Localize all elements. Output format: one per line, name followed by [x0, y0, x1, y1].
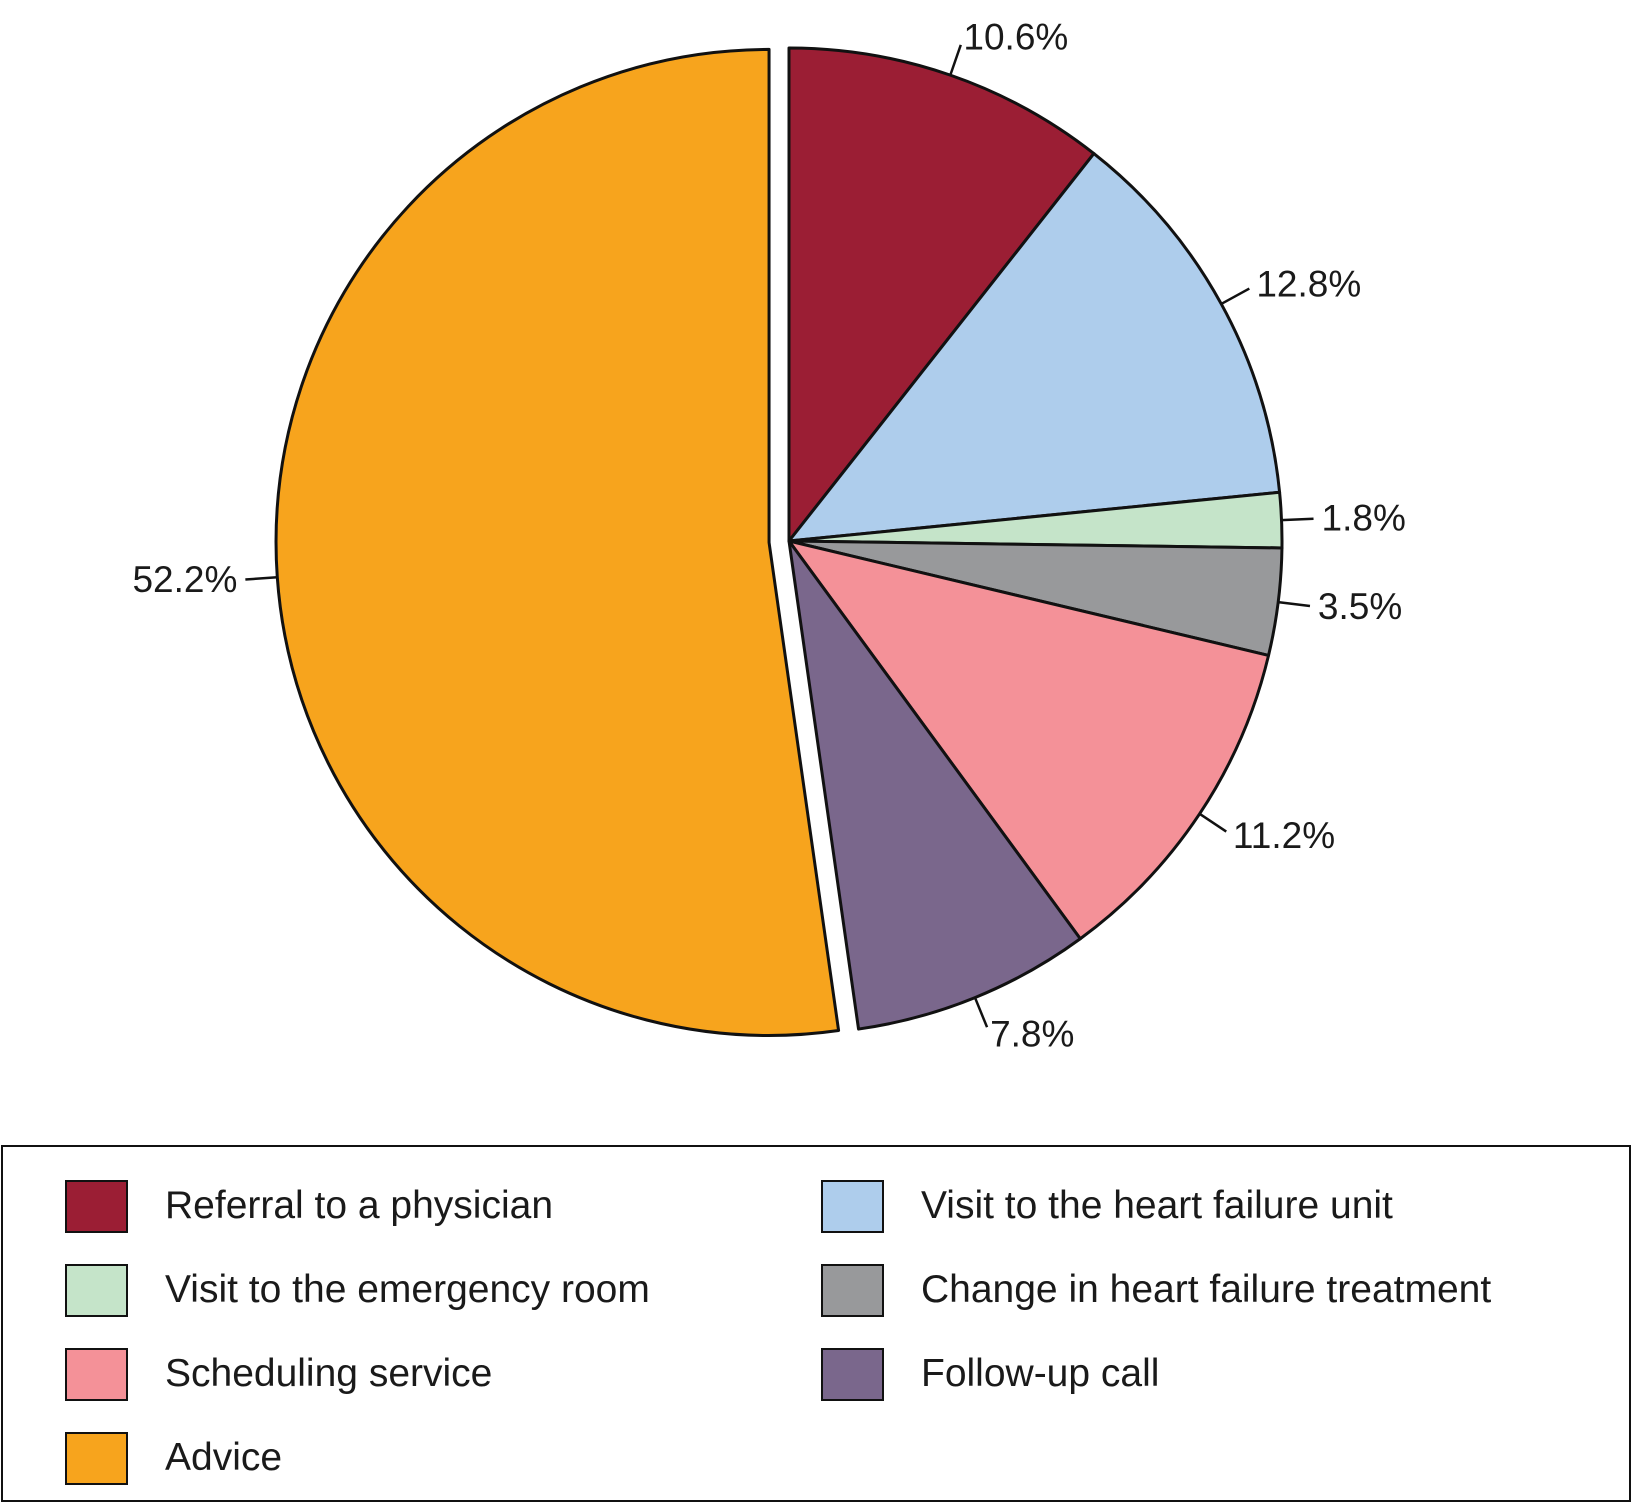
pie-chart: 10.6% 12.8% 1.8% 3.5% 11.2% 7.8% 52.2% [132, 16, 1405, 1054]
pie-slice-advice [274, 47, 841, 1037]
data-labels: 10.6% 12.8% 1.8% 3.5% 11.2% 7.8% 52.2% [132, 16, 1405, 1054]
legend-item-scheduling-service: Scheduling service [65, 1345, 492, 1403]
data-label-follow-up-call: 7.8% [990, 1014, 1074, 1055]
data-label-scheduling-service: 11.2% [1233, 815, 1335, 856]
legend-label-follow-up-call: Follow-up call [921, 1352, 1160, 1395]
pie-slice-referral-to-a-physician [787, 46, 1096, 543]
pie-slices [274, 46, 1284, 1037]
legend-item-change-in-heart-failure-treatment: Change in heart failure treatment [821, 1261, 1491, 1319]
legend-swatch-scheduling-service [65, 1347, 128, 1401]
data-label-visit-to-the-emergency-room: 1.8% [1322, 497, 1406, 538]
legend-item-visit-to-the-heart-failure-unit: Visit to the heart failure unit [821, 1177, 1393, 1235]
data-label-visit-to-the-heart-failure-unit: 12.8% [1256, 264, 1361, 305]
legend-swatch-advice [65, 1431, 128, 1485]
leader-line-scheduling-service [1198, 812, 1227, 833]
legend-item-advice: Advice [65, 1429, 282, 1487]
data-label-advice: 52.2% [132, 559, 237, 600]
legend: Referral to a physician Visit to the emer… [1, 1145, 1631, 1502]
legend-swatch-follow-up-call [821, 1347, 884, 1401]
legend-swatch-visit-to-the-emergency-room [65, 1263, 128, 1317]
leader-line-follow-up-call [973, 997, 989, 1028]
legend-swatch-change-in-heart-failure-treatment [821, 1263, 884, 1317]
leader-lines [245, 44, 1314, 1028]
leader-line-advice [245, 576, 278, 581]
legend-swatch-referral-to-a-physician [65, 1179, 128, 1233]
leader-line-visit-to-the-emergency-room [1281, 517, 1314, 522]
pie-slice-follow-up-call [787, 539, 1082, 1031]
legend-label-visit-to-the-heart-failure-unit: Visit to the heart failure unit [921, 1184, 1393, 1227]
data-label-referral-to-a-physician: 10.6% [963, 16, 1068, 57]
leader-line-change-in-heart-failure-treatment [1278, 600, 1311, 608]
legend-label-change-in-heart-failure-treatment: Change in heart failure treatment [921, 1268, 1492, 1311]
pie-slice-scheduling-service [787, 539, 1271, 941]
legend-label-visit-to-the-emergency-room: Visit to the emergency room [165, 1268, 650, 1311]
legend-item-follow-up-call: Follow-up call [821, 1345, 1159, 1403]
data-label-change-in-heart-failure-treatment: 3.5% [1318, 586, 1402, 627]
legend-swatch-visit-to-the-heart-failure-unit [821, 1179, 884, 1233]
legend-label-scheduling-service: Scheduling service [165, 1352, 493, 1395]
legend-item-referral-to-a-physician: Referral to a physician [65, 1177, 553, 1235]
legend-label-advice: Advice [165, 1436, 283, 1479]
legend-label-referral-to-a-physician: Referral to a physician [165, 1184, 554, 1227]
legend-item-visit-to-the-emergency-room: Visit to the emergency room [65, 1261, 650, 1319]
leader-line-visit-to-the-heart-failure-unit [1220, 287, 1250, 306]
leader-line-referral-to-a-physician [949, 44, 962, 76]
pie-slice-visit-to-the-heart-failure-unit [787, 152, 1282, 543]
